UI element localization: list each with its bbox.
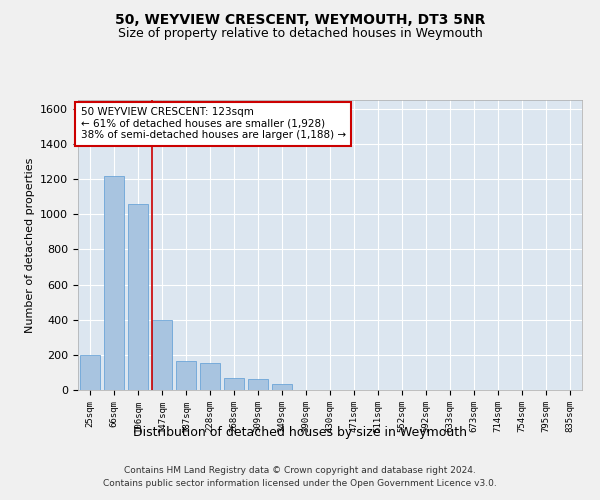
Bar: [248, 380, 268, 390]
Text: 50 WEYVIEW CRESCENT: 123sqm
← 61% of detached houses are smaller (1,928)
38% of : 50 WEYVIEW CRESCENT: 123sqm ← 61% of det…: [80, 108, 346, 140]
Bar: [152, 320, 172, 390]
Bar: [224, 378, 244, 390]
Bar: [200, 363, 220, 390]
Bar: [272, 384, 292, 390]
Text: Contains HM Land Registry data © Crown copyright and database right 2024.
Contai: Contains HM Land Registry data © Crown c…: [103, 466, 497, 487]
Bar: [128, 204, 148, 390]
Bar: [176, 361, 196, 390]
Y-axis label: Number of detached properties: Number of detached properties: [25, 158, 35, 332]
Text: 50, WEYVIEW CRESCENT, WEYMOUTH, DT3 5NR: 50, WEYVIEW CRESCENT, WEYMOUTH, DT3 5NR: [115, 12, 485, 26]
Text: Size of property relative to detached houses in Weymouth: Size of property relative to detached ho…: [118, 28, 482, 40]
Bar: [104, 176, 124, 390]
Bar: [80, 355, 100, 390]
Text: Distribution of detached houses by size in Weymouth: Distribution of detached houses by size …: [133, 426, 467, 439]
